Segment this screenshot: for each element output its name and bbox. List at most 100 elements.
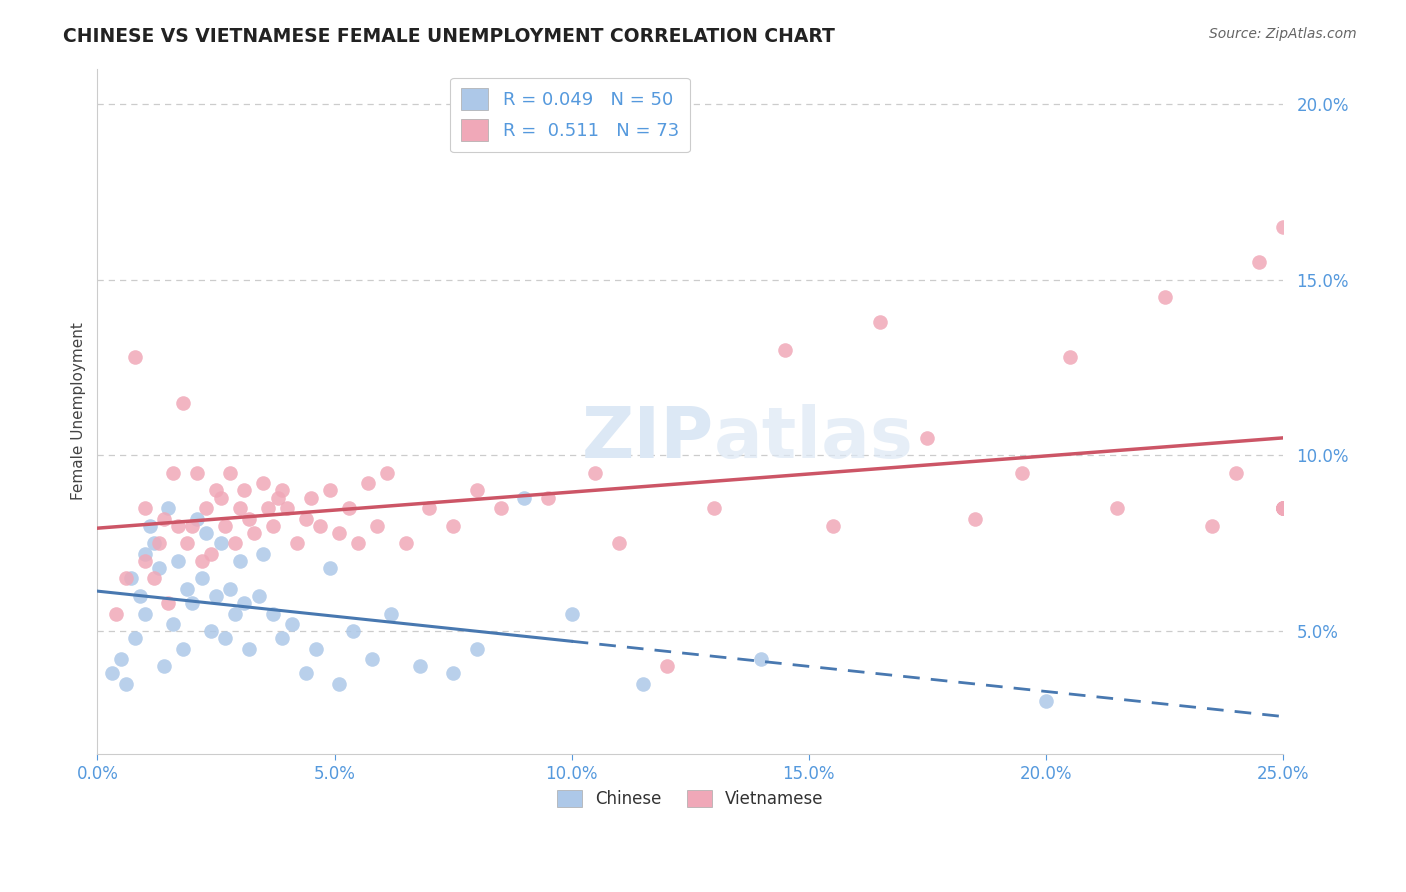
Point xyxy=(418,501,440,516)
Point xyxy=(257,501,280,516)
Point xyxy=(380,607,402,621)
Legend: Chinese, Vietnamese: Chinese, Vietnamese xyxy=(550,783,830,814)
Point xyxy=(228,501,250,516)
Point xyxy=(148,561,170,575)
Point xyxy=(1272,501,1295,516)
Point xyxy=(105,607,128,621)
Point xyxy=(186,511,208,525)
Point xyxy=(607,536,630,550)
Point xyxy=(751,652,773,666)
Point xyxy=(252,547,274,561)
Point xyxy=(181,596,204,610)
Text: ZIP: ZIP xyxy=(582,404,714,474)
Point xyxy=(152,511,174,525)
Point xyxy=(583,466,606,480)
Point xyxy=(1035,694,1057,708)
Point xyxy=(172,641,194,656)
Point xyxy=(271,483,294,498)
Point xyxy=(134,554,156,568)
Point xyxy=(821,518,844,533)
Point xyxy=(167,554,190,568)
Point xyxy=(143,536,166,550)
Point xyxy=(238,511,260,525)
Point xyxy=(537,491,560,505)
Point xyxy=(262,518,284,533)
Point xyxy=(309,518,332,533)
Point xyxy=(465,641,488,656)
Point xyxy=(209,536,232,550)
Point xyxy=(110,652,132,666)
Point xyxy=(299,491,322,505)
Point xyxy=(319,483,342,498)
Point xyxy=(152,659,174,673)
Text: CHINESE VS VIETNAMESE FEMALE UNEMPLOYMENT CORRELATION CHART: CHINESE VS VIETNAMESE FEMALE UNEMPLOYMEN… xyxy=(63,27,835,45)
Point xyxy=(773,343,796,357)
Point xyxy=(1272,501,1295,516)
Point xyxy=(129,589,152,603)
Point xyxy=(262,607,284,621)
Text: Source: ZipAtlas.com: Source: ZipAtlas.com xyxy=(1209,27,1357,41)
Point xyxy=(247,589,270,603)
Point xyxy=(409,659,432,673)
Point xyxy=(172,395,194,409)
Point xyxy=(148,536,170,550)
Point xyxy=(441,666,464,681)
Point xyxy=(513,491,536,505)
Point xyxy=(917,431,939,445)
Point xyxy=(214,518,236,533)
Point xyxy=(319,561,342,575)
Point xyxy=(124,350,146,364)
Point xyxy=(186,466,208,480)
Point xyxy=(162,466,184,480)
Point xyxy=(366,518,388,533)
Point xyxy=(1272,219,1295,234)
Point xyxy=(295,666,318,681)
Point xyxy=(195,525,218,540)
Point xyxy=(963,511,986,525)
Point xyxy=(285,536,308,550)
Point xyxy=(266,491,288,505)
Point xyxy=(328,525,350,540)
Point xyxy=(157,501,180,516)
Point xyxy=(655,659,678,673)
Point xyxy=(1272,501,1295,516)
Point xyxy=(181,518,204,533)
Point xyxy=(631,677,654,691)
Point xyxy=(134,607,156,621)
Point xyxy=(1225,466,1247,480)
Point xyxy=(219,466,242,480)
Point xyxy=(328,677,350,691)
Point xyxy=(167,518,190,533)
Point xyxy=(114,571,136,585)
Point xyxy=(276,501,298,516)
Point xyxy=(1011,466,1033,480)
Point xyxy=(214,631,236,645)
Text: atlas: atlas xyxy=(714,404,914,474)
Point xyxy=(489,501,512,516)
Point xyxy=(176,582,198,596)
Point xyxy=(395,536,418,550)
Point xyxy=(1107,501,1129,516)
Point xyxy=(295,511,318,525)
Y-axis label: Female Unemployment: Female Unemployment xyxy=(72,322,86,500)
Point xyxy=(357,476,380,491)
Point xyxy=(205,589,228,603)
Point xyxy=(157,596,180,610)
Point xyxy=(200,624,222,639)
Point xyxy=(281,617,304,632)
Point xyxy=(134,547,156,561)
Point xyxy=(347,536,370,550)
Point xyxy=(224,607,246,621)
Point xyxy=(869,315,891,329)
Point xyxy=(219,582,242,596)
Point xyxy=(1059,350,1081,364)
Point xyxy=(342,624,364,639)
Point xyxy=(271,631,294,645)
Point xyxy=(304,641,326,656)
Point xyxy=(465,483,488,498)
Point xyxy=(238,641,260,656)
Point xyxy=(134,501,156,516)
Point xyxy=(190,571,212,585)
Point xyxy=(703,501,725,516)
Point xyxy=(1272,501,1295,516)
